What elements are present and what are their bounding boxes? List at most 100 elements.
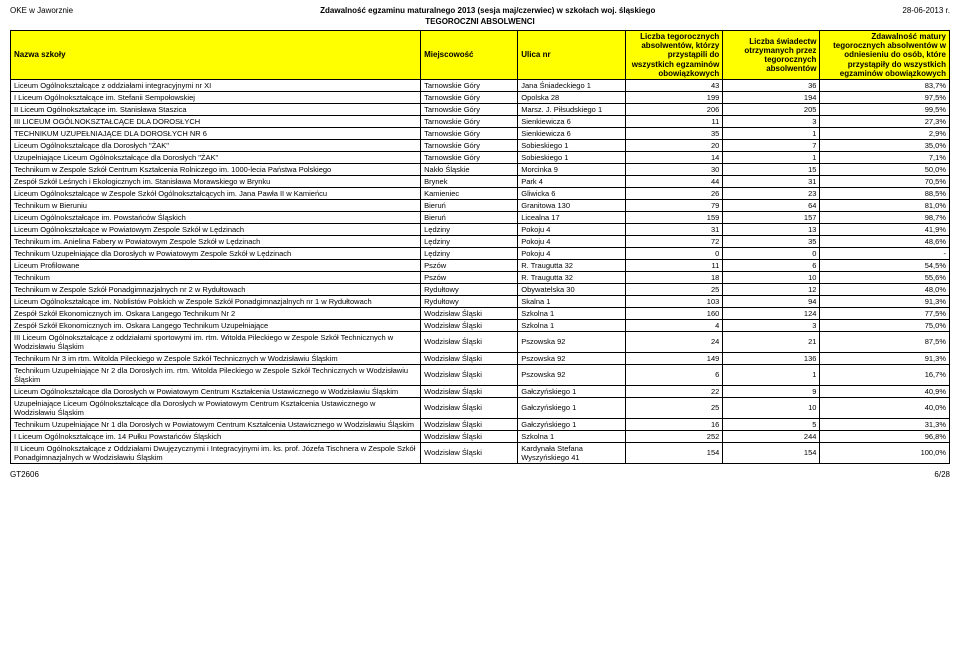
cell-street: Kardynała Stefana Wyszyńskiego 41 — [518, 442, 626, 463]
cell-name: Liceum Ogólnokształcące w Powiatowym Zes… — [11, 223, 421, 235]
cell-name: I Liceum Ogólnokształcące im. Stefanii S… — [11, 91, 421, 103]
cell-city: Tarnowskie Góry — [421, 139, 518, 151]
cell-n2: 15 — [723, 163, 820, 175]
cell-name: Liceum Ogólnokształcące dla Dorosłych w … — [11, 385, 421, 397]
cell-n3: 27,3% — [820, 115, 950, 127]
cell-street: R. Traugutta 32 — [518, 271, 626, 283]
cell-n1: 103 — [626, 295, 723, 307]
col-n2-header: Liczba świadectw otrzymanych przez tegor… — [723, 31, 820, 80]
cell-name: Technikum w Zespole Szkół Ponadgimnazjal… — [11, 283, 421, 295]
cell-name: Liceum Ogólnokształcące w Zespole Szkół … — [11, 187, 421, 199]
cell-n2: 10 — [723, 271, 820, 283]
cell-name: Zespół Szkół Leśnych i Ekologicznych im.… — [11, 175, 421, 187]
cell-n1: 159 — [626, 211, 723, 223]
cell-n3: 96,8% — [820, 430, 950, 442]
cell-n3: 98,7% — [820, 211, 950, 223]
cell-street: Granitowa 130 — [518, 199, 626, 211]
cell-n2: 36 — [723, 79, 820, 91]
cell-city: Wodzisław Śląski — [421, 364, 518, 385]
cell-n2: 157 — [723, 211, 820, 223]
cell-street: Gałczyńskiego 1 — [518, 397, 626, 418]
cell-street: Morcinka 9 — [518, 163, 626, 175]
cell-n3: 91,3% — [820, 295, 950, 307]
cell-n3: 31,3% — [820, 418, 950, 430]
cell-street: Pszowska 92 — [518, 331, 626, 352]
cell-n2: 0 — [723, 247, 820, 259]
cell-n2: 6 — [723, 259, 820, 271]
cell-n2: 3 — [723, 319, 820, 331]
cell-n2: 1 — [723, 127, 820, 139]
cell-n3: 54,5% — [820, 259, 950, 271]
cell-street: Obywatelska 30 — [518, 283, 626, 295]
cell-n2: 31 — [723, 175, 820, 187]
table-row: Liceum Ogólnokształcące w Powiatowym Zes… — [11, 223, 950, 235]
table-row: Zespół Szkół Ekonomicznych im. Oskara La… — [11, 307, 950, 319]
cell-n1: 14 — [626, 151, 723, 163]
cell-name: Liceum Ogólnokształcące z oddziałami int… — [11, 79, 421, 91]
cell-n1: 72 — [626, 235, 723, 247]
cell-city: Wodzisław Śląski — [421, 331, 518, 352]
cell-n3: - — [820, 247, 950, 259]
cell-name: Technikum Uzupełniające dla Dorosłych w … — [11, 247, 421, 259]
cell-n2: 244 — [723, 430, 820, 442]
cell-n1: 4 — [626, 319, 723, 331]
cell-n3: 35,0% — [820, 139, 950, 151]
cell-city: Wodzisław Śląski — [421, 352, 518, 364]
cell-n1: 22 — [626, 385, 723, 397]
footer-right: 6/28 — [934, 470, 950, 479]
cell-name: TECHNIKUM UZUPEŁNIAJĄCE DLA DOROSŁYCH NR… — [11, 127, 421, 139]
cell-n3: 99,5% — [820, 103, 950, 115]
cell-city: Bieruń — [421, 211, 518, 223]
cell-city: Wodzisław Śląski — [421, 385, 518, 397]
cell-n1: 79 — [626, 199, 723, 211]
cell-n1: 206 — [626, 103, 723, 115]
col-city-header: Miejscowość — [421, 31, 518, 80]
cell-n2: 205 — [723, 103, 820, 115]
cell-n2: 7 — [723, 139, 820, 151]
header-left: OKE w Jaworznie — [10, 6, 73, 15]
cell-street: Pszowska 92 — [518, 364, 626, 385]
cell-name: II Liceum Ogólnokształcące im. Stanisław… — [11, 103, 421, 115]
cell-city: Wodzisław Śląski — [421, 418, 518, 430]
cell-n1: 11 — [626, 115, 723, 127]
cell-name: Technikum w Zespole Szkół Centrum Kształ… — [11, 163, 421, 175]
cell-n1: 44 — [626, 175, 723, 187]
cell-city: Tarnowskie Góry — [421, 127, 518, 139]
cell-name: Liceum Profilowane — [11, 259, 421, 271]
cell-n1: 149 — [626, 352, 723, 364]
cell-city: Rydułtowy — [421, 283, 518, 295]
cell-street: Licealna 17 — [518, 211, 626, 223]
header-sub: TEGOROCZNI ABSOLWENCI — [10, 17, 950, 26]
table-row: Liceum Ogólnokształcące w Zespole Szkół … — [11, 187, 950, 199]
cell-name: Liceum Ogólnokształcące im. Powstańców Ś… — [11, 211, 421, 223]
cell-n2: 10 — [723, 397, 820, 418]
page-footer: GT2606 6/28 — [10, 470, 950, 479]
cell-city: Pszów — [421, 259, 518, 271]
table-row: Liceum Ogólnokształcące im. Noblistów Po… — [11, 295, 950, 307]
cell-n2: 1 — [723, 151, 820, 163]
cell-n3: 70,5% — [820, 175, 950, 187]
footer-left: GT2606 — [10, 470, 39, 479]
cell-n1: 252 — [626, 430, 723, 442]
cell-city: Kamieniec — [421, 187, 518, 199]
cell-name: I Liceum Ogólnokształcące im. 14 Pułku P… — [11, 430, 421, 442]
cell-street: Pszowska 92 — [518, 352, 626, 364]
table-row: III LICEUM OGÓLNOKSZTAŁCĄCE DLA DOROSŁYC… — [11, 115, 950, 127]
cell-n1: 26 — [626, 187, 723, 199]
table-row: II Liceum Ogólnokształcące im. Stanisław… — [11, 103, 950, 115]
cell-name: Uzupełniające Liceum Ogólnokształcące dl… — [11, 151, 421, 163]
cell-city: Pszów — [421, 271, 518, 283]
table-row: Technikum im. Anielina Fabery w Powiatow… — [11, 235, 950, 247]
cell-n3: 75,0% — [820, 319, 950, 331]
cell-n2: 64 — [723, 199, 820, 211]
cell-street: Pokoju 4 — [518, 223, 626, 235]
cell-city: Wodzisław Śląski — [421, 307, 518, 319]
cell-n3: 40,9% — [820, 385, 950, 397]
cell-n2: 194 — [723, 91, 820, 103]
cell-n3: 55,6% — [820, 271, 950, 283]
table-row: Uzupełniające Liceum Ogólnokształcące dl… — [11, 151, 950, 163]
cell-street: Sobieskiego 1 — [518, 139, 626, 151]
table-row: Zespół Szkół Leśnych i Ekologicznych im.… — [11, 175, 950, 187]
cell-city: Lędziny — [421, 235, 518, 247]
cell-city: Rydułtowy — [421, 295, 518, 307]
